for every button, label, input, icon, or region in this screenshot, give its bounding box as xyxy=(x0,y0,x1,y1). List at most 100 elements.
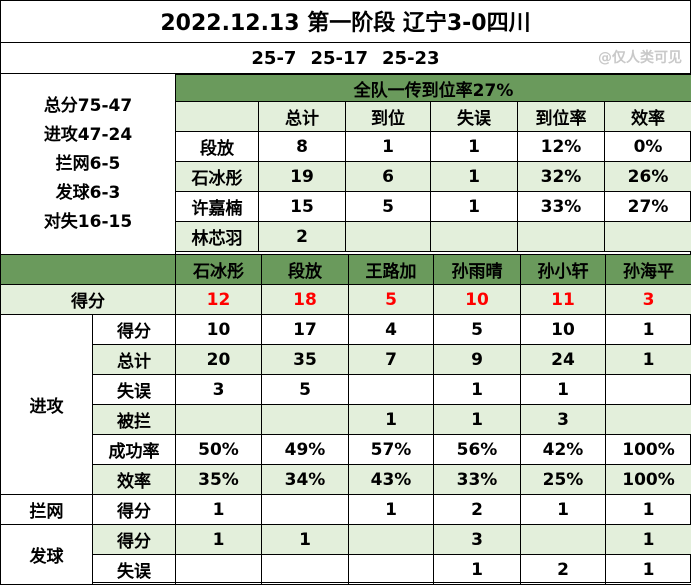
header-cell: 效率 xyxy=(605,102,691,132)
section-label: 发球 xyxy=(1,525,93,585)
pass-cell: 32% xyxy=(518,162,605,192)
pass-cell: 8 xyxy=(259,132,346,162)
header-cell: 总计 xyxy=(259,102,346,132)
stat-cell xyxy=(349,525,434,555)
stat-cell: 100% xyxy=(606,465,691,495)
header-cell: 失误 xyxy=(431,102,518,132)
player-name: 孙小轩 xyxy=(521,255,606,285)
stat-cell: 57% xyxy=(349,435,434,465)
set-scores: 25-7 25-17 25-23 xyxy=(1,43,690,73)
pass-cell xyxy=(518,222,605,252)
stat-cell: 1 xyxy=(434,375,521,405)
stat-cell xyxy=(606,405,691,435)
pass-cell: 1 xyxy=(431,132,518,162)
pass-cell: 15 xyxy=(259,192,346,222)
stat-cell: 2 xyxy=(434,495,521,525)
stat-cell: 1 xyxy=(262,525,349,555)
pass-banner: 全队一传到位率27% xyxy=(176,75,691,102)
player-stats-table: 石冰彤 段放 王路加 孙雨晴 孙小轩 孙海平 得分 12 18 5 10 11 … xyxy=(0,254,691,585)
section-label: 拦网 xyxy=(1,495,93,525)
stat-cell: 1 xyxy=(606,495,691,525)
pass-cell xyxy=(346,222,431,252)
pass-cell: 27% xyxy=(605,192,691,222)
pass-cell: 0% xyxy=(605,132,691,162)
pass-cell: 6 xyxy=(346,162,431,192)
set-score: 25-17 xyxy=(310,48,368,69)
header-cell: 到位率 xyxy=(518,102,605,132)
stat-cell: 17 xyxy=(262,315,349,345)
row-label: 失误 xyxy=(93,555,176,585)
row-label: 得分 xyxy=(93,315,176,345)
stat-cell: 4 xyxy=(349,315,434,345)
pass-cell xyxy=(431,222,518,252)
player-name: 王路加 xyxy=(349,255,434,285)
stat-cell: 5 xyxy=(434,315,521,345)
stat-cell xyxy=(262,495,349,525)
stat-cell: 33% xyxy=(434,465,521,495)
stat-cell: 1 xyxy=(606,315,691,345)
watermark: @仅人类可见 xyxy=(598,47,682,67)
pass-cell: 12% xyxy=(518,132,605,162)
stat-cell: 49% xyxy=(262,435,349,465)
player-name: 孙海平 xyxy=(606,255,691,285)
stat-cell: 10 xyxy=(521,315,606,345)
stat-cell: 1 xyxy=(521,375,606,405)
pass-cell: 2 xyxy=(259,222,346,252)
stat-cell: 3 xyxy=(434,525,521,555)
stat-cell: 50% xyxy=(176,435,262,465)
stat-cell: 35 xyxy=(262,345,349,375)
header-cell: 到位 xyxy=(346,102,431,132)
summary-line: 对失16-15 xyxy=(44,208,132,237)
stat-cell: 20 xyxy=(176,345,262,375)
pass-player-name: 林芯羽 xyxy=(176,222,259,252)
row-label: 效率 xyxy=(93,465,176,495)
summary-line: 总分75-47 xyxy=(44,92,132,121)
row-label: 被拦 xyxy=(93,405,176,435)
pass-cell: 26% xyxy=(605,162,691,192)
pass-player-name: 石冰彤 xyxy=(176,162,259,192)
points-cell: 10 xyxy=(434,285,521,315)
stat-cell: 24 xyxy=(521,345,606,375)
points-label: 得分 xyxy=(1,285,176,315)
player-name: 段放 xyxy=(262,255,349,285)
header-cell xyxy=(176,102,259,132)
stat-cell: 1 xyxy=(176,495,262,525)
stat-cell: 34% xyxy=(262,465,349,495)
stat-cell: 1 xyxy=(176,525,262,555)
stat-cell xyxy=(349,555,434,585)
stat-cell: 1 xyxy=(434,405,521,435)
page-title: 2022.12.13 第一阶段 辽宁3-0四川 xyxy=(1,1,690,41)
stat-cell: 25% xyxy=(521,465,606,495)
summary-line: 拦网6-5 xyxy=(56,150,121,179)
stat-cell xyxy=(606,375,691,405)
pass-cell: 5 xyxy=(346,192,431,222)
stat-cell: 1 xyxy=(606,345,691,375)
set-score: 25-7 xyxy=(251,48,296,69)
row-label: 失误 xyxy=(93,375,176,405)
header-cell xyxy=(1,255,176,285)
stat-cell xyxy=(176,405,262,435)
points-cell: 18 xyxy=(262,285,349,315)
pass-cell xyxy=(605,222,691,252)
set-score: 25-23 xyxy=(382,48,440,69)
stat-cell: 1 xyxy=(349,405,434,435)
pass-cell: 1 xyxy=(431,162,518,192)
stat-cell: 7 xyxy=(349,345,434,375)
points-cell: 12 xyxy=(176,285,262,315)
points-cell: 3 xyxy=(606,285,691,315)
stat-cell: 10 xyxy=(176,315,262,345)
pass-player-name: 许嘉楠 xyxy=(176,192,259,222)
row-label: 总计 xyxy=(93,345,176,375)
stat-cell: 1 xyxy=(521,495,606,525)
